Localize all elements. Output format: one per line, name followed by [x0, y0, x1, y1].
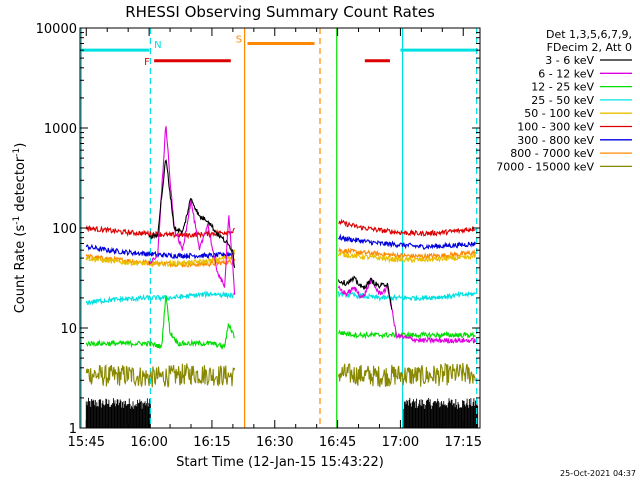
x-tick-label-1: 16:00: [130, 435, 167, 450]
x-axis-label: Start Time (12-Jan-15 15:43:22): [176, 455, 384, 470]
legend-label-6: 300 - 800 keV: [517, 134, 594, 147]
legend-header-1: FDecim 2, Att 0: [547, 41, 632, 54]
floor-noise-0: [85, 397, 151, 428]
series-4-segment-0: [85, 249, 236, 268]
chart-title: RHESSI Observing Summary Count Rates: [125, 3, 435, 21]
x-tick-label-2: 16:15: [193, 435, 230, 450]
state-label-N: N: [154, 40, 161, 51]
timestamp: 25-Oct-2021 04:37: [560, 469, 636, 478]
y-tick-label-1: 10: [60, 322, 77, 337]
legend-label-0: 3 - 6 keV: [545, 54, 594, 67]
state-label-F: F: [144, 57, 150, 68]
y-axis-label: Count Rate (s-1 detector-1): [12, 143, 28, 314]
series-8-segment-1: [337, 362, 476, 388]
series-7-segment-1: [338, 247, 476, 261]
floor-noise-1: [403, 397, 479, 428]
series-2-segment-0: [85, 295, 236, 350]
y-tick-label-3: 1000: [44, 122, 77, 137]
x-tick-label-0: 15:45: [68, 435, 105, 450]
series-0-segment-0: [148, 159, 236, 268]
series-6: [85, 233, 476, 260]
x-tick-label-6: 17:15: [445, 435, 482, 450]
x-tick-label-3: 16:30: [256, 435, 293, 450]
legend-label-5: 100 - 300 keV: [517, 121, 594, 134]
legend-label-8: 7000 - 15000 keV: [496, 160, 594, 173]
legend: Det 1,3,5,6,7,9,FDecim 2, Att 03 - 6 keV…: [496, 28, 632, 173]
y-tick-label-2: 100: [52, 222, 77, 237]
series-8-segment-0: [85, 363, 236, 388]
series-1-segment-0: [148, 126, 236, 295]
series-6-segment-0: [85, 243, 236, 260]
state-label-S: S: [236, 34, 242, 45]
series-0-segment-1: [337, 275, 393, 310]
legend-label-2: 12 - 25 keV: [531, 81, 594, 94]
legend-label-7: 800 - 7000 keV: [510, 147, 594, 160]
series-4: [85, 249, 476, 268]
legend-header-0: Det 1,3,5,6,7,9,: [546, 28, 632, 41]
series-8: [85, 362, 476, 388]
legend-label-1: 6 - 12 keV: [538, 67, 594, 80]
series-4-segment-1: [337, 252, 476, 264]
x-tick-label-4: 16:45: [319, 435, 356, 450]
series-6-segment-1: [337, 233, 476, 250]
y-tick-label-0: 1: [69, 422, 77, 437]
y-tick-label-4: 10000: [36, 22, 77, 37]
series-3-segment-0: [85, 290, 235, 306]
x-tick-label-5: 17:00: [382, 435, 419, 450]
plot-area: [80, 28, 479, 428]
series-0: [148, 159, 393, 310]
series-1-segment-1: [337, 276, 476, 345]
series-5-segment-1: [338, 218, 476, 237]
legend-label-4: 50 - 100 keV: [524, 107, 594, 120]
series-1: [148, 126, 476, 345]
legend-label-3: 25 - 50 keV: [531, 94, 594, 107]
